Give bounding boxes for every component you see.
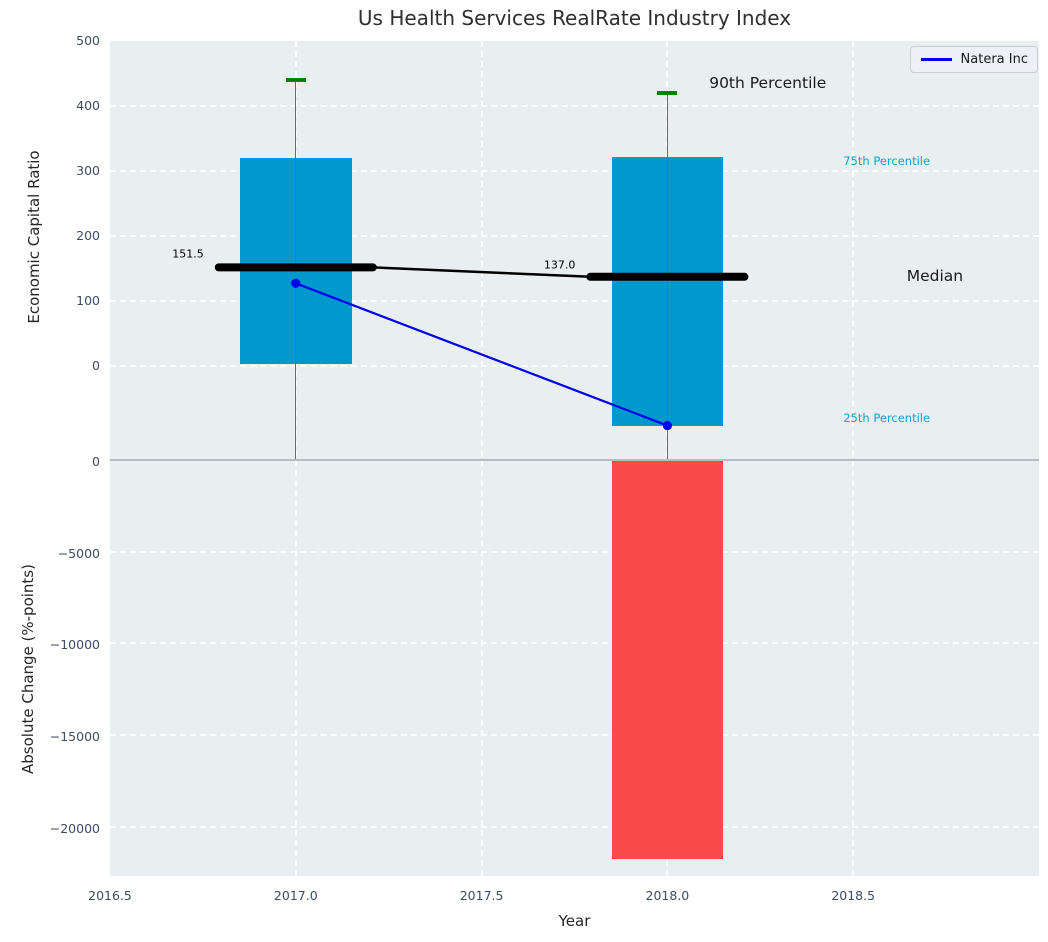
y-tick-label: 0 bbox=[92, 454, 100, 469]
gridline-vertical bbox=[852, 41, 855, 876]
y-tick-label: −20000 bbox=[49, 820, 100, 836]
gridline-horizontal bbox=[110, 733, 1039, 736]
legend-line-sample bbox=[920, 58, 952, 61]
legend: Natera Inc bbox=[909, 46, 1038, 73]
x-tick-label: 2017.0 bbox=[273, 888, 318, 903]
x-tick-label: 2018.5 bbox=[831, 888, 876, 903]
y-tick-label: −15000 bbox=[49, 728, 100, 744]
annotation-25th-percentile: 25th Percentile bbox=[843, 410, 931, 425]
percentile-cap bbox=[285, 78, 306, 82]
annotation-90th-percentile: 90th Percentile bbox=[709, 74, 827, 93]
gridline-horizontal bbox=[110, 825, 1039, 828]
y-tick-label: 0 bbox=[92, 357, 100, 373]
y-tick-label: −10000 bbox=[49, 637, 100, 653]
x-tick-label: 2018.0 bbox=[645, 888, 690, 903]
annotation-137-0: 137.0 bbox=[543, 258, 576, 272]
panel-separator-line bbox=[110, 459, 1039, 461]
chart-title: Us Health Services RealRate Industry Ind… bbox=[357, 6, 792, 30]
annotation-75th-percentile: 75th Percentile bbox=[843, 154, 931, 169]
y-tick-label: 500 bbox=[76, 33, 100, 48]
bottom-panel-background bbox=[110, 460, 1039, 876]
gridline-horizontal bbox=[110, 364, 1039, 367]
y-tick-label: −5000 bbox=[57, 545, 100, 561]
y-tick-label: 200 bbox=[76, 227, 100, 243]
change-bar bbox=[611, 461, 724, 859]
gridline-horizontal bbox=[110, 104, 1039, 107]
y-tick-label: 100 bbox=[76, 292, 100, 308]
y-tick-label: 300 bbox=[76, 162, 100, 178]
gridline-vertical bbox=[480, 41, 483, 876]
gridline-horizontal bbox=[110, 169, 1039, 172]
whisker-line bbox=[666, 92, 669, 460]
whisker-line bbox=[295, 79, 297, 460]
x-tick-label: 2016.5 bbox=[88, 888, 132, 903]
legend-label: Natera Inc bbox=[960, 52, 1028, 67]
gridline-horizontal bbox=[110, 550, 1039, 553]
percentile-cap bbox=[657, 91, 678, 95]
gridline-horizontal bbox=[110, 234, 1039, 237]
x-tick-label: 2017.5 bbox=[459, 888, 504, 903]
x-axis-label: Year bbox=[558, 912, 591, 930]
gridline-horizontal bbox=[110, 642, 1039, 645]
annotation-median: Median bbox=[906, 267, 964, 286]
y-tick-label: 400 bbox=[76, 97, 100, 113]
y-axis-label-bottom: Absolute Change (%-points) bbox=[19, 564, 37, 774]
annotation-151-5: 151.5 bbox=[172, 247, 204, 261]
